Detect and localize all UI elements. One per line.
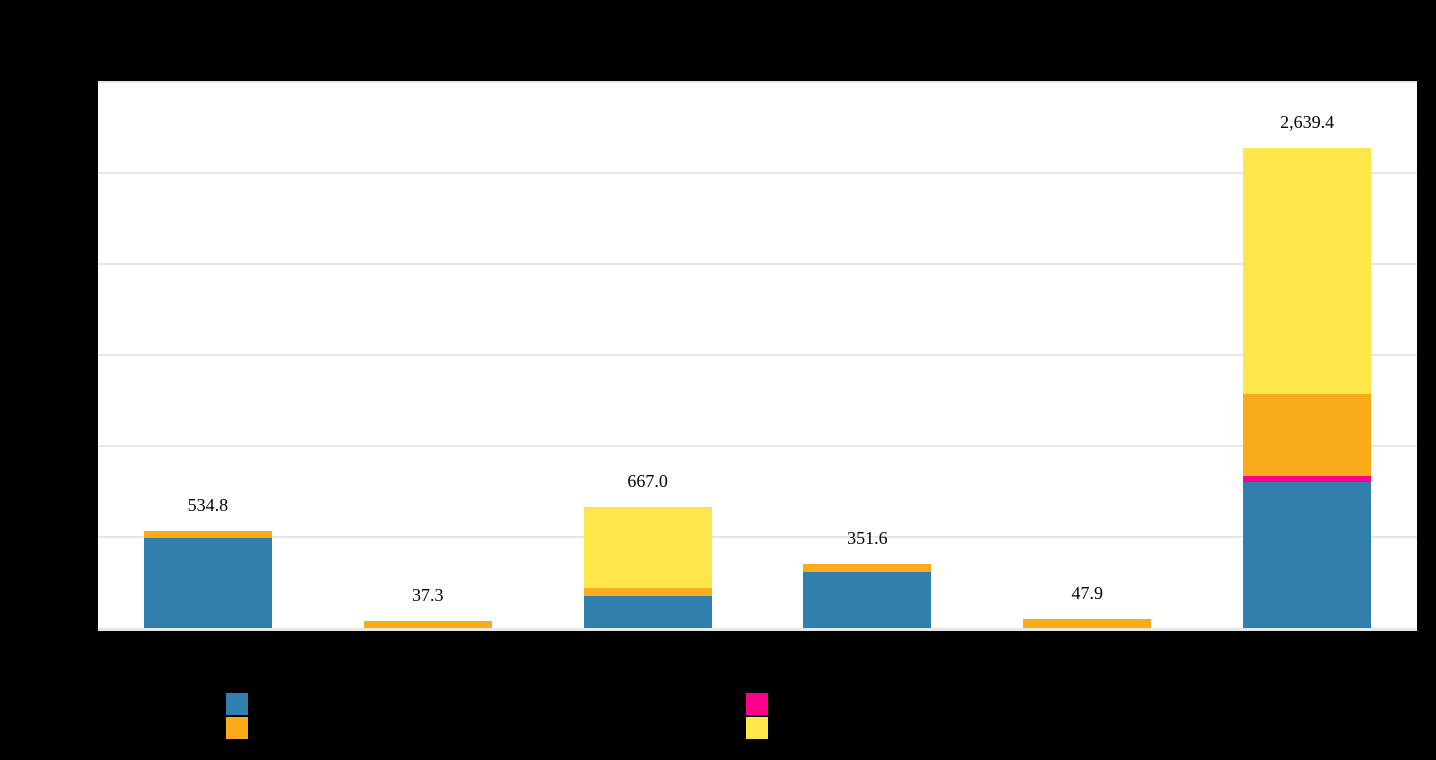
stacked-bar[interactable] <box>143 530 272 628</box>
bar-segment <box>1243 476 1372 483</box>
bar-total-label: 534.8 <box>187 494 229 515</box>
gridline <box>98 172 1417 174</box>
bar-total-label: 37.3 <box>412 585 444 606</box>
stacked-bar[interactable] <box>1243 147 1372 628</box>
gridline <box>98 263 1417 265</box>
stacked-bar[interactable] <box>1023 619 1152 628</box>
bar-segment <box>583 506 712 588</box>
bar-segment <box>1243 147 1372 394</box>
legend-swatch-icon <box>746 693 768 715</box>
legend-item[interactable] <box>746 693 776 715</box>
legend-swatch-icon <box>226 693 248 715</box>
bar-segment <box>143 530 272 538</box>
legend-item[interactable] <box>226 693 256 715</box>
y-tick-label: 1500 <box>56 346 88 363</box>
legend-swatch-icon <box>226 717 248 739</box>
bar-segment <box>1243 482 1372 628</box>
legend-swatch-icon <box>746 717 768 739</box>
stacked-bar[interactable] <box>363 621 492 628</box>
bar-segment <box>803 564 932 572</box>
x-axis-baseline <box>98 628 1417 631</box>
gridline <box>98 81 1417 83</box>
bar-segment <box>143 537 272 628</box>
bar-segment <box>1023 619 1152 628</box>
bar-total-label: 2,639.4 <box>1280 111 1335 132</box>
legend-item[interactable] <box>226 717 256 739</box>
bar-segment <box>583 587 712 596</box>
gridline <box>98 445 1417 447</box>
bar-total-label: 667.0 <box>627 470 668 491</box>
bar-segment <box>803 571 932 628</box>
bar-total-label: 47.9 <box>1071 583 1104 604</box>
bar-segment <box>363 621 492 628</box>
y-tick-label: 500 <box>64 528 88 545</box>
chart-title <box>20 20 1416 60</box>
y-tick-label: 3000 <box>56 73 88 90</box>
bar-total-label: 351.6 <box>847 528 888 548</box>
legend-item[interactable] <box>746 717 776 739</box>
y-tick-label: 2500 <box>56 164 88 181</box>
gridline <box>98 536 1417 538</box>
plot-area: 534.8 37.3 667.0 351.6 47.9 2,639.4 <box>98 81 1417 631</box>
legend <box>0 690 1436 750</box>
stacked-bar[interactable] <box>583 506 712 628</box>
bar-segment <box>1243 393 1372 477</box>
y-tick-label: 0 <box>80 619 88 636</box>
stacked-bar[interactable] <box>803 564 932 628</box>
bar-segment <box>583 595 712 628</box>
y-tick-label: 2000 <box>56 255 88 272</box>
y-tick-label: 1000 <box>56 437 88 454</box>
gridline <box>98 354 1417 356</box>
